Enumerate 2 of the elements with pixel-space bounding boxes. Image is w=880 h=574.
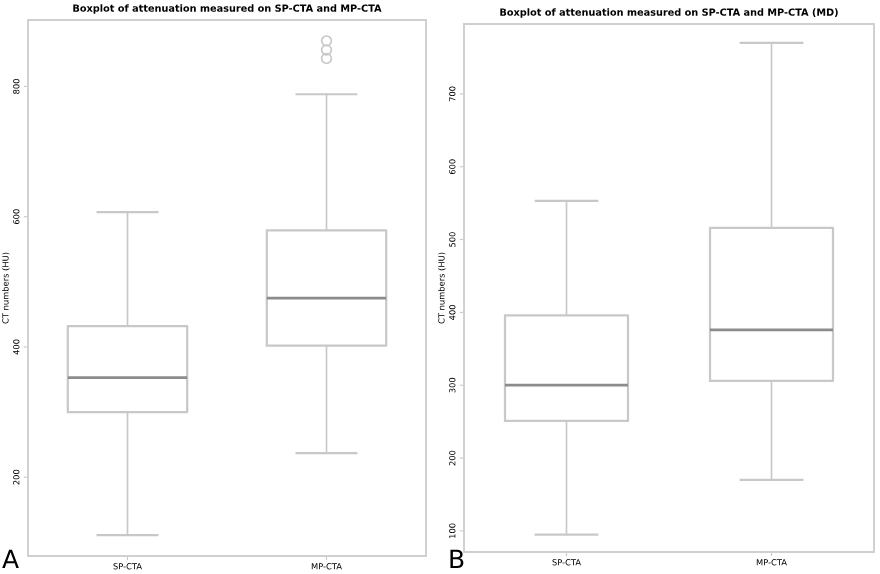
- text: A: [2, 549, 19, 568]
- text: B: [450, 549, 464, 568]
